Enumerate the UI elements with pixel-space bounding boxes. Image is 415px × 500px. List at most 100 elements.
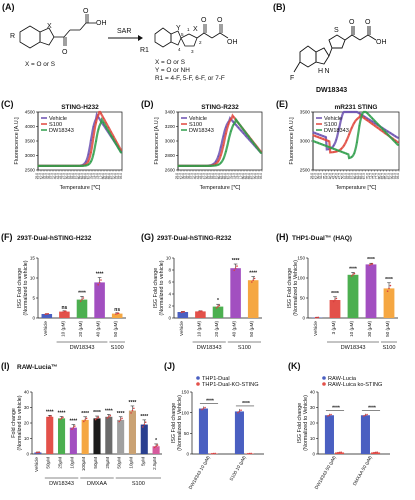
- series-point: [314, 141, 317, 143]
- legend-entry: DW18343: [324, 128, 349, 134]
- data-point: [211, 452, 213, 455]
- series-point: [369, 121, 371, 123]
- data-point: [215, 307, 218, 309]
- y-tick-label: 2: [168, 304, 171, 309]
- significance-label: ****: [232, 258, 240, 264]
- data-point: [338, 451, 341, 454]
- series-point: [348, 133, 350, 136]
- x-tick-label: 37.5: [190, 173, 194, 179]
- data-point: [332, 300, 335, 303]
- series-point: [202, 165, 204, 167]
- series-point: [363, 117, 366, 120]
- group-label: S100: [111, 345, 124, 351]
- x-tick-label: 72.5: [368, 173, 372, 179]
- y-tick-label: 40: [310, 390, 316, 395]
- x-tick-label: 27.5: [178, 173, 182, 179]
- x-tick-label: 82.5: [381, 173, 385, 179]
- x-tick-label: 100μM: [81, 457, 86, 471]
- x-tick-label: 25μM: [105, 457, 110, 469]
- series-point: [230, 130, 232, 132]
- x-tick-label: 92.5: [116, 173, 120, 179]
- data-point: [182, 311, 184, 313]
- series-point: [240, 125, 242, 128]
- data-point: [212, 452, 215, 455]
- series-point: [242, 129, 245, 131]
- series-point: [95, 121, 97, 124]
- panel-a-pos-3: 3: [191, 49, 194, 54]
- x-tick-label: 35.0: [47, 173, 51, 179]
- y-axis-title-line: ISG Fold change: [287, 268, 293, 308]
- series-point: [199, 165, 202, 167]
- data-point: [63, 310, 66, 313]
- series-point: [322, 144, 325, 146]
- data-point: [251, 281, 253, 283]
- y-axis-title-line: (Normalized to vehicle): [159, 260, 165, 315]
- series-point: [107, 126, 110, 129]
- data-point: [236, 265, 238, 267]
- series-point: [247, 135, 250, 138]
- x-tick-label: 3 (μM): [331, 321, 336, 335]
- x-tick-label: 42.5: [196, 173, 200, 179]
- y-tick-label: 10: [30, 276, 36, 281]
- bar: [58, 418, 66, 454]
- series-point: [394, 135, 397, 138]
- significance-label: ****: [78, 290, 86, 296]
- data-point: [366, 413, 368, 416]
- series-point: [353, 152, 355, 154]
- data-point: [131, 409, 134, 412]
- bar: [128, 410, 136, 454]
- data-point: [250, 452, 252, 455]
- x-tick-label: 92.5: [393, 173, 397, 179]
- x-tick-label: 50μM: [46, 457, 51, 469]
- significance-label: ****: [96, 272, 104, 278]
- data-point: [73, 425, 76, 427]
- panel-a-right-caption-1: X = O or S: [155, 59, 185, 66]
- series-point: [397, 141, 399, 144]
- significance-label: *: [217, 298, 219, 304]
- series-point: [358, 112, 361, 115]
- legend-swatch: [196, 376, 200, 380]
- data-point: [248, 452, 251, 455]
- panel-label: (F): [1, 232, 13, 242]
- series-point: [369, 115, 371, 117]
- panel-b-acid-oh: OH: [376, 39, 387, 46]
- x-tick-label: 10μM: [69, 457, 74, 469]
- group-label: S100: [238, 345, 251, 351]
- x-tick-label: 77.5: [238, 173, 242, 179]
- significance-label: ****: [242, 401, 250, 407]
- x-tick-label: DW18343 50 (μM): [314, 455, 337, 490]
- x-tick-label: 75.0: [95, 173, 99, 179]
- series-point: [325, 139, 327, 141]
- x-tick-label: 20 (μM): [78, 321, 83, 337]
- data-point: [340, 451, 342, 454]
- series-point: [245, 132, 247, 134]
- series-point: [397, 144, 399, 146]
- x-tick-label: 52.5: [68, 173, 72, 179]
- x-tick-label: Vehicle: [34, 457, 39, 472]
- legend-entry: Vehicle: [324, 116, 342, 122]
- x-tick-label: 72.5: [232, 173, 236, 179]
- significance-label: ns: [61, 305, 67, 311]
- x-tick-label: 65.0: [359, 173, 363, 179]
- series-point: [90, 151, 92, 154]
- bar: [212, 306, 224, 318]
- bar: [111, 313, 123, 318]
- series-point: [374, 125, 376, 127]
- series-point: [240, 129, 242, 132]
- series-point: [371, 123, 374, 125]
- significance-label: ****: [129, 400, 137, 406]
- y-axis-title: Fold change(Normalized to vehicle): [11, 395, 23, 450]
- x-tick-label: 90.0: [390, 173, 394, 179]
- significance-label: ****: [140, 414, 148, 420]
- series-point: [232, 124, 235, 126]
- series-point: [100, 112, 102, 115]
- panel-label: (H): [276, 232, 289, 242]
- bar: [324, 415, 334, 454]
- series-point: [312, 134, 314, 136]
- x-tick-label: 57.5: [214, 173, 218, 179]
- y-tick-label: 6: [168, 280, 171, 285]
- bar: [365, 264, 377, 318]
- x-tick-label: DMXAA 50 (μM): [352, 455, 373, 487]
- series-point: [387, 133, 389, 136]
